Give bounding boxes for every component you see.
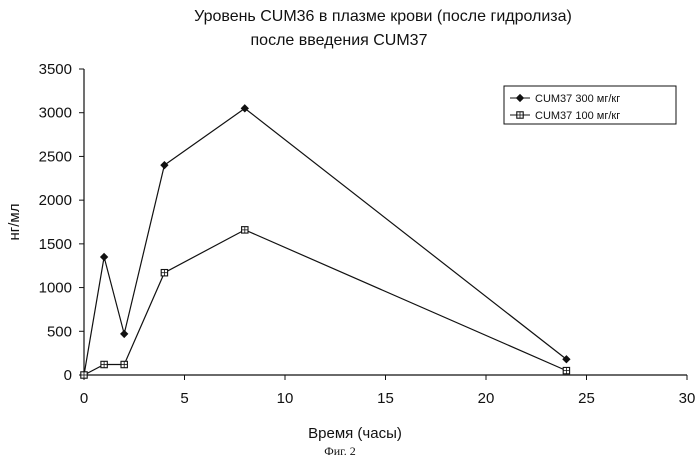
- series-line: [83, 107, 567, 376]
- x-axis-label: Время (часы): [308, 425, 402, 442]
- y-tick-label: 2500: [39, 148, 72, 165]
- data-point: [120, 360, 128, 369]
- legend-marker: [516, 111, 524, 119]
- legend-label: CUM37 100 мг/кг: [535, 110, 620, 122]
- y-tick-label: 3500: [39, 61, 72, 78]
- chart-title-line-2: после введения CUM37: [251, 32, 428, 49]
- data-point: [100, 360, 108, 369]
- x-tick-label: 5: [180, 390, 188, 407]
- series-group: [79, 104, 571, 380]
- figure-caption: Фиг. 2: [324, 444, 355, 458]
- data-point: [160, 161, 169, 170]
- x-axis-ticks: 0 5 10 15 20 25 30: [80, 375, 696, 407]
- data-point: [160, 268, 169, 277]
- series-2: [80, 226, 571, 379]
- legend-box: [503, 85, 677, 125]
- x-tick-label: 30: [679, 390, 696, 407]
- y-tick-label: 3000: [39, 105, 72, 122]
- y-tick-label: 1500: [39, 236, 72, 253]
- x-tick-label: 10: [277, 390, 294, 407]
- data-point: [562, 355, 571, 364]
- data-point: [562, 366, 571, 375]
- y-tick-label: 0: [64, 367, 72, 384]
- x-tick-label: 15: [377, 390, 394, 407]
- series-1: [79, 104, 571, 380]
- y-axis-ticks: 0 500 1000 1500 2000 2500 3000 3500: [39, 61, 84, 384]
- y-tick-label: 2000: [39, 192, 72, 209]
- data-point: [120, 329, 129, 339]
- legend-label: CUM37 300 мг/кг: [535, 93, 620, 105]
- data-point: [80, 371, 88, 379]
- legend-item: CUM37 100 мг/кг: [510, 110, 620, 122]
- data-point: [99, 252, 109, 262]
- data-point: [240, 104, 249, 113]
- y-axis-label: нг/мл: [6, 204, 23, 241]
- x-tick-label: 25: [578, 390, 595, 407]
- legend-item: CUM37 300 мг/кг: [510, 93, 620, 105]
- data-point: [241, 226, 249, 234]
- y-tick-label: 500: [47, 323, 72, 340]
- y-tick-label: 1000: [39, 280, 72, 297]
- x-tick-label: 0: [80, 390, 88, 407]
- chart-title-line-1: Уровень CUM36 в плазме крови (после гидр…: [194, 8, 572, 25]
- x-tick-label: 20: [478, 390, 495, 407]
- legend: CUM37 300 мг/кг CUM37 100 мг/кг: [503, 85, 677, 125]
- legend-marker: [515, 93, 525, 103]
